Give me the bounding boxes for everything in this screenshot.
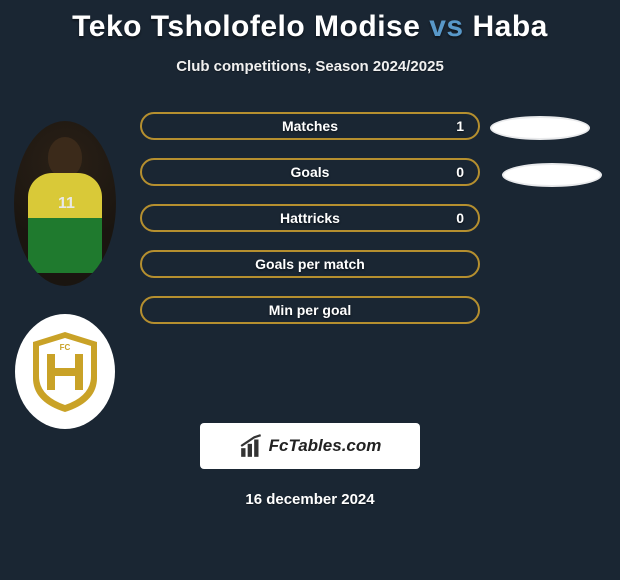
chart-icon [239,433,265,459]
club-badge-icon: FC [29,330,101,414]
stat-label: Hattricks [280,210,340,226]
player2-pill [490,116,590,140]
stat-label: Goals [291,164,330,180]
stat-row: Goals 0 [140,149,480,195]
player-photo: 11 [14,121,116,286]
stat-label: Matches [282,118,338,134]
club-badge: FC [15,314,115,429]
stat-row: Goals per match [140,241,480,287]
site-logo-text: FcTables.com [269,436,382,456]
stat-label: Min per goal [269,302,351,318]
stat-value: 0 [456,210,464,226]
stat-label: Goals per match [255,256,365,272]
stat-bar-track: Goals per match [140,250,480,278]
site-logo[interactable]: FcTables.com [200,423,420,469]
subtitle: Club competitions, Season 2024/2025 [0,58,620,75]
stat-value: 1 [456,118,464,134]
left-avatar-column: 11 FC [10,121,120,429]
svg-text:FC: FC [60,343,71,352]
stat-row: Matches 1 [140,103,480,149]
footer-date: 16 december 2024 [0,491,620,508]
title-player1: Teko Tsholofelo Modise [72,10,420,43]
title-player2: Haba [472,10,547,43]
title-vs: vs [429,10,463,43]
stat-bar-track: Goals 0 [140,158,480,186]
player2-pill [502,163,602,187]
stat-bar-track: Min per goal [140,296,480,324]
player-jersey-number: 11 [58,195,75,213]
stat-bar-track: Matches 1 [140,112,480,140]
stat-bar-track: Hattricks 0 [140,204,480,232]
stat-value: 0 [456,164,464,180]
page-title: Teko Tsholofelo Modise vs Haba [0,0,620,44]
stat-bars: Matches 1 Goals 0 Hattricks 0 Goals per match M… [140,103,480,333]
comparison-content: 11 FC Matches1Goals0Hattricks0Goals per … [0,103,620,333]
stat-row: Hattricks 0 [140,195,480,241]
stat-row: Min per goal [140,287,480,333]
